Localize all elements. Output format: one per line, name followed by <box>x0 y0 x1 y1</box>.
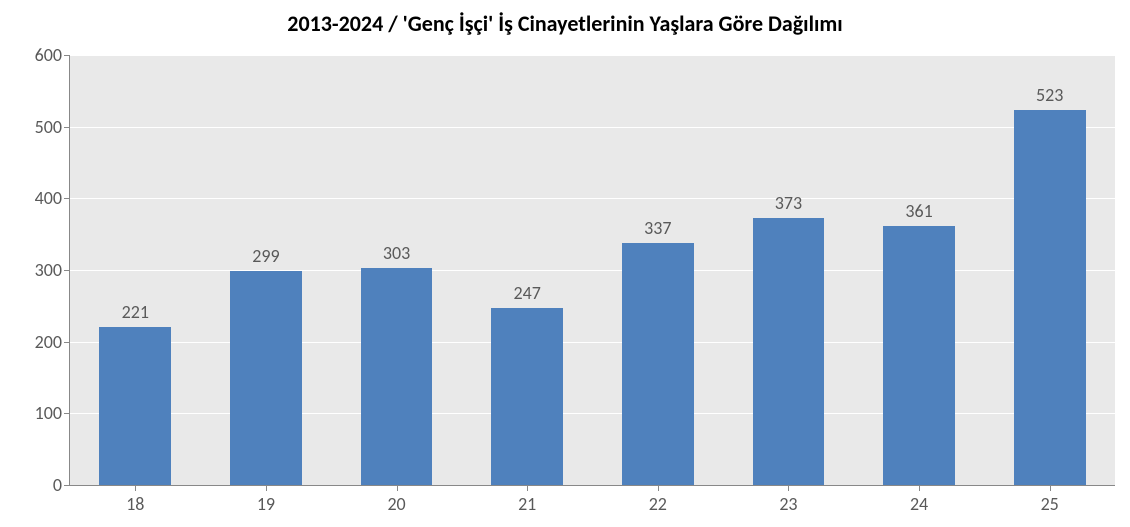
bar-value-label: 303 <box>383 242 410 264</box>
bar <box>1014 110 1086 485</box>
bar <box>230 271 302 485</box>
bar <box>753 218 825 485</box>
x-tick-label: 18 <box>126 485 144 515</box>
x-tick-label: 22 <box>649 485 667 515</box>
bar-value-label: 523 <box>1036 84 1063 106</box>
bar <box>361 268 433 485</box>
gridline <box>70 342 1115 343</box>
y-tick-label: 400 <box>35 187 70 209</box>
y-tick-label: 100 <box>35 402 70 424</box>
y-tick-label: 300 <box>35 259 70 281</box>
chart-title: 2013-2024 / 'Genç İşçi' İş Cinayetlerini… <box>0 10 1130 37</box>
x-tick-label: 24 <box>910 485 928 515</box>
gridline <box>70 270 1115 271</box>
gridline <box>70 55 1115 56</box>
bar-value-label: 247 <box>514 282 541 304</box>
x-tick-label: 25 <box>1041 485 1059 515</box>
x-axis-line <box>70 485 1115 486</box>
gridline <box>70 127 1115 128</box>
bar <box>883 226 955 485</box>
bar <box>99 327 171 485</box>
x-tick-label: 21 <box>518 485 536 515</box>
bar <box>622 243 694 485</box>
bar-value-label: 373 <box>775 192 802 214</box>
bar-value-label: 221 <box>122 301 149 323</box>
y-tick-label: 500 <box>35 116 70 138</box>
x-tick-label: 20 <box>387 485 405 515</box>
bar-chart: 2013-2024 / 'Genç İşçi' İş Cinayetlerini… <box>0 0 1130 527</box>
bar-value-label: 299 <box>252 245 279 267</box>
bar <box>491 308 563 485</box>
gridline <box>70 198 1115 199</box>
y-tick-label: 0 <box>53 474 70 496</box>
bar-value-label: 337 <box>644 217 671 239</box>
bar-value-label: 361 <box>905 200 932 222</box>
x-tick-label: 23 <box>779 485 797 515</box>
x-tick-label: 19 <box>257 485 275 515</box>
y-axis-line <box>69 55 70 485</box>
y-tick-label: 200 <box>35 331 70 353</box>
y-tick-label: 600 <box>35 44 70 66</box>
plot-area: 0100200300400500600221182991930320247213… <box>70 55 1115 485</box>
gridline <box>70 413 1115 414</box>
